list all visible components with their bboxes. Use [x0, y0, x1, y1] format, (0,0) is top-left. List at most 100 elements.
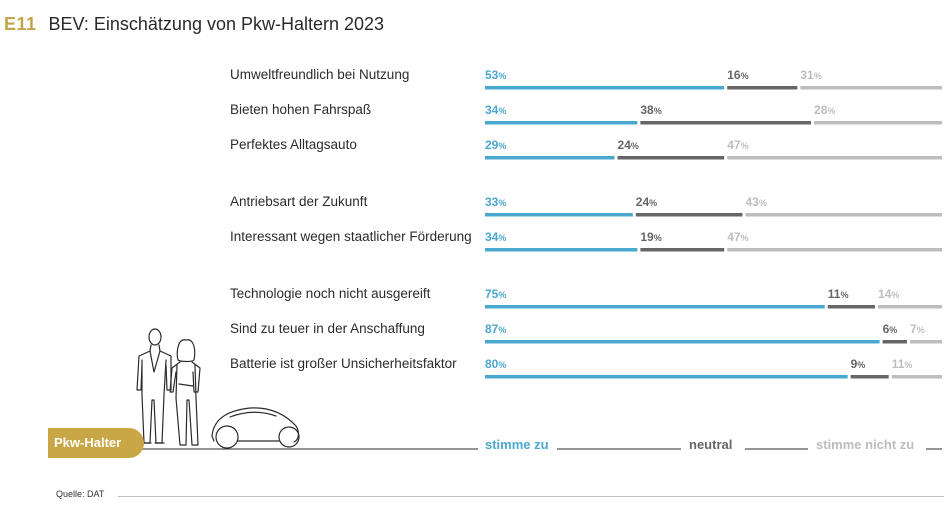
source-note: Quelle: DAT — [56, 489, 105, 499]
data-label-value: 7 — [910, 322, 917, 336]
data-label-neutral: 11% — [828, 287, 849, 301]
data-label-agree: 75% — [485, 287, 506, 301]
respondent-group-badge: Pkw-Halter — [48, 428, 144, 458]
chart-header: E11 BEV: Einschätzung von Pkw-Haltern 20… — [4, 14, 384, 40]
legend-item-agree: stimme zu — [485, 437, 549, 452]
bar-disagree — [910, 340, 942, 344]
bar-agree — [485, 156, 615, 160]
data-label-value: 43 — [745, 195, 759, 209]
bar-agree — [485, 305, 825, 309]
data-label-value: 14 — [878, 287, 892, 301]
data-label-unit: % — [654, 106, 662, 116]
data-label-unit: % — [889, 325, 897, 335]
bar-neutral — [617, 156, 725, 160]
data-label-disagree: 11% — [892, 357, 913, 371]
bar-neutral — [635, 213, 743, 217]
data-label-unit: % — [498, 141, 506, 151]
data-label-unit: % — [498, 233, 506, 243]
bar-agree — [485, 213, 633, 217]
data-label-agree: 34% — [485, 103, 506, 117]
category-label: Bieten hohen Fahrspaß — [230, 102, 371, 117]
data-label-value: 29 — [485, 138, 499, 152]
bar-neutral — [850, 375, 889, 379]
data-label-neutral: 38% — [640, 103, 661, 117]
data-label-value: 16 — [727, 68, 741, 82]
data-label-unit: % — [917, 325, 925, 335]
data-label-unit: % — [498, 325, 506, 335]
data-label-unit: % — [904, 360, 912, 370]
data-label-neutral: 19% — [640, 230, 661, 244]
data-label-value: 80 — [485, 357, 499, 371]
bar-neutral — [727, 86, 798, 90]
data-label-disagree: 7% — [910, 322, 925, 336]
bar-disagree — [800, 86, 942, 90]
data-label-unit: % — [827, 106, 835, 116]
data-label-unit: % — [498, 106, 506, 116]
data-label-unit: % — [741, 141, 749, 151]
data-label-value: 34 — [485, 230, 499, 244]
data-label-unit: % — [759, 198, 767, 208]
category-label: Batterie ist großer Unsicherheitsfaktor — [230, 356, 457, 371]
bar-agree — [485, 86, 725, 90]
bar-disagree — [814, 121, 942, 125]
data-label-unit: % — [498, 290, 506, 300]
data-label-agree: 29% — [485, 138, 506, 152]
data-label-agree: 34% — [485, 230, 506, 244]
bar-disagree — [745, 213, 942, 217]
data-label-value: 9 — [851, 357, 858, 371]
data-label-value: 47 — [727, 230, 741, 244]
people-and-car-illustration — [136, 328, 300, 449]
data-label-unit: % — [741, 71, 749, 81]
data-label-unit: % — [498, 71, 506, 81]
bar-neutral — [882, 340, 908, 344]
bar-disagree — [878, 305, 942, 309]
data-label-disagree: 47% — [727, 230, 748, 244]
category-label: Perfektes Alltagsauto — [230, 137, 357, 152]
data-label-value: 33 — [485, 195, 499, 209]
data-label-value: 87 — [485, 322, 499, 336]
data-label-value: 75 — [485, 287, 499, 301]
source-divider — [118, 496, 944, 497]
data-label-value: 11 — [892, 357, 905, 371]
data-label-unit: % — [654, 233, 662, 243]
category-label: Umweltfreundlich bei Nutzung — [230, 67, 409, 82]
bar-agree — [485, 121, 638, 125]
bar-neutral — [640, 248, 725, 252]
data-label-unit: % — [891, 290, 899, 300]
data-label-unit: % — [741, 233, 749, 243]
category-label: Technologie noch nicht ausgereift — [230, 286, 431, 301]
data-label-neutral: 24% — [636, 195, 657, 209]
category-labels: Umweltfreundlich bei Nutzung Bieten hohen… — [230, 67, 472, 371]
data-label-unit: % — [840, 290, 848, 300]
category-label: Interessant wegen staatlicher Förderung — [230, 229, 472, 244]
data-label-value: 24 — [618, 138, 632, 152]
data-label-value: 47 — [727, 138, 741, 152]
bar-agree — [485, 375, 848, 379]
data-label-neutral: 24% — [618, 138, 639, 152]
data-label-unit: % — [649, 198, 657, 208]
bar-neutral — [640, 121, 812, 125]
bar-neutral — [827, 305, 876, 309]
data-label-disagree: 43% — [745, 195, 766, 209]
data-label-neutral: 16% — [727, 68, 748, 82]
data-label-value: 19 — [640, 230, 654, 244]
data-label-neutral: 9% — [851, 357, 866, 371]
data-label-disagree: 47% — [727, 138, 748, 152]
bar-disagree — [891, 375, 942, 379]
data-label-value: 31 — [800, 68, 814, 82]
bar-agree — [485, 340, 880, 344]
data-label-value: 28 — [814, 103, 828, 117]
bar-group: 53% 16% 31%34% 38% 28%29% 24% 47%33% 24% 43%34% 1… — [485, 68, 942, 379]
data-label-agree: 87% — [485, 322, 506, 336]
bar-disagree — [727, 248, 942, 252]
data-label-unit: % — [498, 198, 506, 208]
data-label-value: 6 — [883, 322, 890, 336]
data-label-unit: % — [631, 141, 639, 151]
legend-item-neutral: neutral — [689, 437, 732, 452]
data-label-agree: 33% — [485, 195, 506, 209]
legend: stimme zu neutral stimme nicht zu — [485, 437, 942, 452]
data-label-agree: 53% — [485, 68, 506, 82]
data-label-disagree: 31% — [800, 68, 821, 82]
data-label-value: 38 — [640, 103, 654, 117]
